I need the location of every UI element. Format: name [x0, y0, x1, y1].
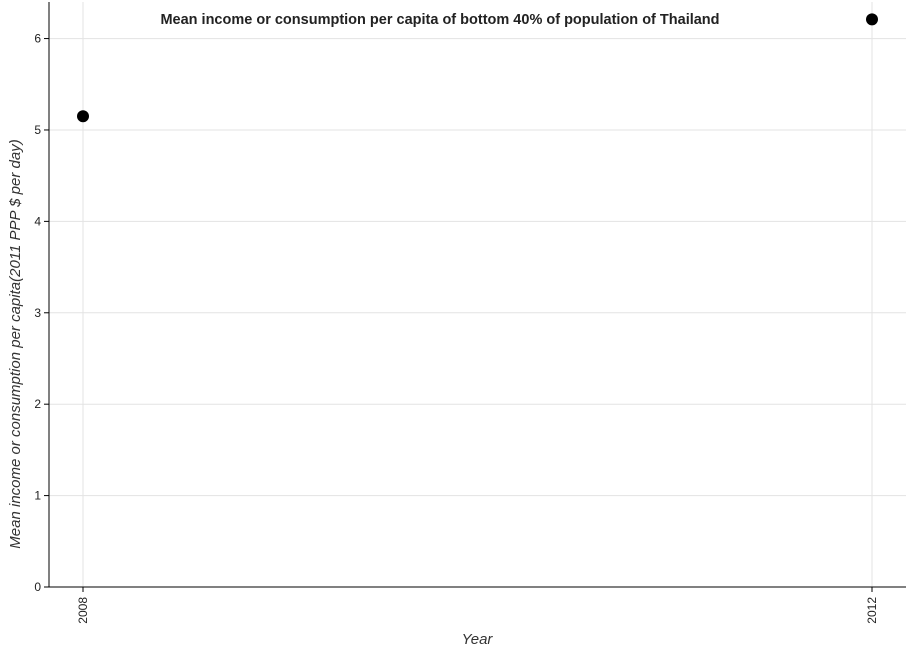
x-tick-label: 2012	[865, 597, 879, 624]
x-axis-label: Year	[462, 631, 494, 648]
data-point	[77, 110, 89, 123]
y-tick-label: 5	[34, 123, 41, 137]
chart-title: Mean income or consumption per capita of…	[160, 12, 719, 28]
data-point	[866, 13, 878, 26]
data-points	[77, 13, 878, 123]
y-tick-label: 6	[34, 32, 41, 46]
y-tick-label: 3	[34, 306, 41, 320]
y-tick-label: 4	[34, 214, 41, 228]
y-axis-label: Mean income or consumption per capita(20…	[7, 139, 24, 548]
x-tick-labels: 2008 2012	[76, 597, 879, 624]
x-tick-label: 2008	[76, 597, 90, 624]
y-tick-label: 2	[34, 397, 41, 411]
grid	[49, 2, 906, 588]
y-tick-labels: 0 1 2 3 4 5 6	[34, 32, 41, 594]
y-tick-label: 1	[34, 489, 41, 503]
axes	[44, 2, 906, 592]
y-tick-label: 0	[34, 580, 41, 594]
